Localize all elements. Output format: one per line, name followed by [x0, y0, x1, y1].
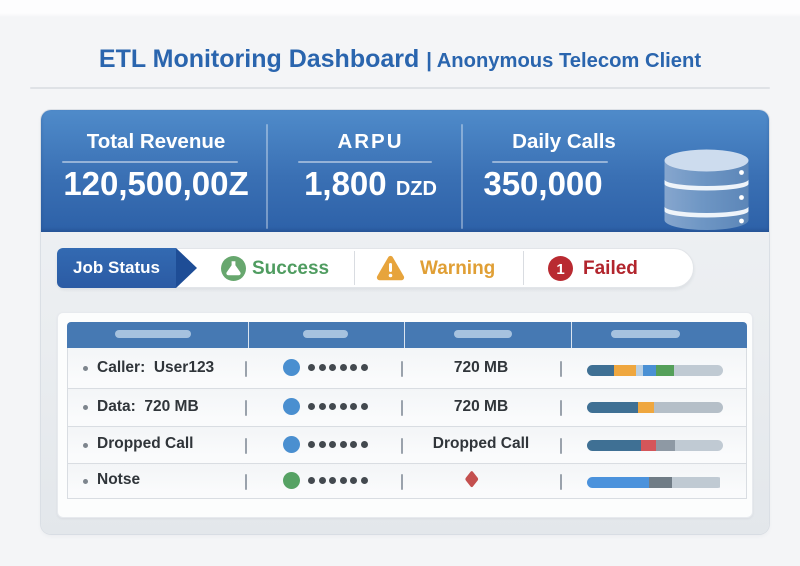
svg-text:1: 1 — [556, 261, 564, 278]
